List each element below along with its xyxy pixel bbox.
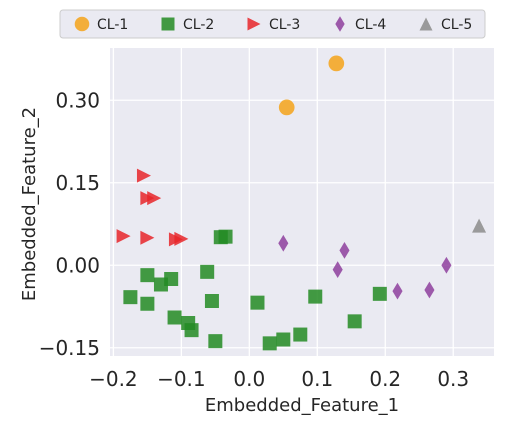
cl-4-point: [441, 256, 452, 274]
cl-3-legend-marker: [247, 17, 261, 31]
cl-1-point: [328, 55, 345, 72]
x-tick-label: 0.0: [233, 367, 265, 391]
cl-1-legend-label: CL-1: [97, 17, 128, 33]
cl-1-legend-marker: [74, 16, 90, 32]
cl-2-point: [140, 268, 155, 283]
cl-1-point: [278, 99, 295, 116]
y-axis-label: Embedded_Feature_2: [19, 107, 40, 301]
cl-2-point: [164, 272, 179, 286]
x-tick-label: 0.2: [369, 367, 401, 391]
x-tick-label: 0.3: [437, 367, 469, 391]
cl-4-point: [332, 261, 343, 279]
cl-5-legend-label: CL-5: [441, 17, 472, 33]
x-tick-label: 0.1: [301, 367, 333, 391]
y-tick-label: 0.00: [55, 253, 100, 277]
x-tick-label: −0.2: [89, 367, 138, 391]
cl-2-point: [123, 290, 138, 305]
y-tick-label: 0.30: [55, 88, 100, 112]
cl-2-point: [184, 323, 199, 338]
cl-3-point: [136, 168, 151, 183]
legend: CL-1 CL-2 CL-3 CL-4 CL-5: [59, 9, 486, 39]
y-tick-labels: −0.15 0.00 0.15 0.30: [39, 88, 100, 360]
plot-area-background: [110, 48, 494, 356]
x-tick-labels: −0.2 −0.1 0.0 0.1 0.2 0.3: [89, 367, 469, 391]
cl-2-legend-marker: [161, 17, 175, 31]
cl-4-legend-label: CL-4: [355, 17, 386, 33]
y-tick-label: 0.15: [55, 171, 100, 195]
cl-2-point: [200, 264, 215, 279]
cl-3-point: [147, 191, 162, 206]
cl-4-point: [278, 234, 289, 252]
legend-box: [59, 9, 486, 39]
x-axis-label: Embedded_Feature_1: [205, 395, 399, 416]
cl-2-point: [308, 289, 323, 304]
cl-3-point: [174, 231, 189, 246]
y-tick-label: −0.15: [39, 336, 100, 360]
cl-2-point: [213, 230, 228, 245]
cl-3-point: [116, 229, 131, 244]
cl-4-point: [392, 282, 403, 300]
cl-3-point: [140, 230, 155, 245]
cl-4-legend-marker: [335, 16, 345, 32]
x-tick-label: −0.1: [157, 367, 206, 391]
grid-lines: [110, 48, 494, 356]
cl-2-point: [208, 334, 223, 349]
cl-5-point: [472, 218, 487, 233]
cl-2-point: [250, 295, 265, 310]
cl-4-point: [339, 242, 350, 259]
cl-2-point: [293, 327, 308, 342]
data-points: [116, 55, 487, 351]
cl-2-legend-label: CL-2: [183, 17, 214, 33]
cl-2-point: [262, 336, 277, 351]
cl-3-legend-label: CL-3: [269, 17, 300, 33]
cl-2-point: [372, 286, 387, 301]
cl-2-point: [167, 310, 182, 325]
cl-2-point: [276, 332, 291, 347]
cl-2-point: [140, 296, 155, 311]
cl-2-point: [204, 294, 219, 308]
cl-2-point: [347, 314, 362, 329]
cl-4-point: [424, 281, 435, 299]
cl-5-legend-marker: [419, 17, 433, 31]
